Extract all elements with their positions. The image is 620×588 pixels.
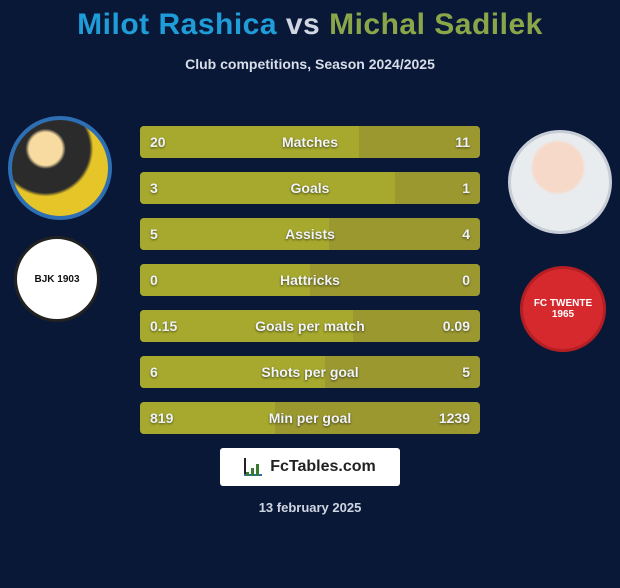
footer: FcTables.com 13 february 2025 (0, 448, 620, 515)
vs-label: vs (286, 8, 320, 41)
date-label: 13 february 2025 (0, 500, 620, 515)
stat-label: Goals per match (140, 310, 480, 342)
brand-logo: FcTables.com (220, 448, 400, 486)
stat-row: 54Assists (140, 218, 480, 250)
stat-row: 8191239Min per goal (140, 402, 480, 434)
comparison-title: Milot Rashica vs Michal Sadilek (0, 8, 620, 42)
stat-row: 00Hattricks (140, 264, 480, 296)
player2-name: Michal Sadilek (329, 8, 543, 41)
stat-row: 31Goals (140, 172, 480, 204)
stat-label: Goals (140, 172, 480, 204)
chart-icon (244, 458, 262, 476)
stat-row: 0.150.09Goals per match (140, 310, 480, 342)
stat-row: 2011Matches (140, 126, 480, 158)
stats-panel: 2011Matches 31Goals 54Assists 00Hattricks 0.… (140, 126, 480, 448)
crest-right-label: FC TWENTE 1965 (523, 298, 603, 320)
crest-left-label: BJK 1903 (34, 274, 79, 285)
player1-avatar (8, 116, 112, 220)
stat-label: Min per goal (140, 402, 480, 434)
player2-club-crest: FC TWENTE 1965 (520, 266, 606, 352)
stat-label: Hattricks (140, 264, 480, 296)
player1-club-crest: BJK 1903 (14, 236, 100, 322)
brand-text: FcTables.com (270, 458, 376, 476)
player2-avatar (508, 130, 612, 234)
stat-row: 65Shots per goal (140, 356, 480, 388)
subtitle: Club competitions, Season 2024/2025 (0, 56, 620, 72)
stat-label: Matches (140, 126, 480, 158)
player1-name: Milot Rashica (77, 8, 277, 41)
stat-label: Assists (140, 218, 480, 250)
stat-label: Shots per goal (140, 356, 480, 388)
